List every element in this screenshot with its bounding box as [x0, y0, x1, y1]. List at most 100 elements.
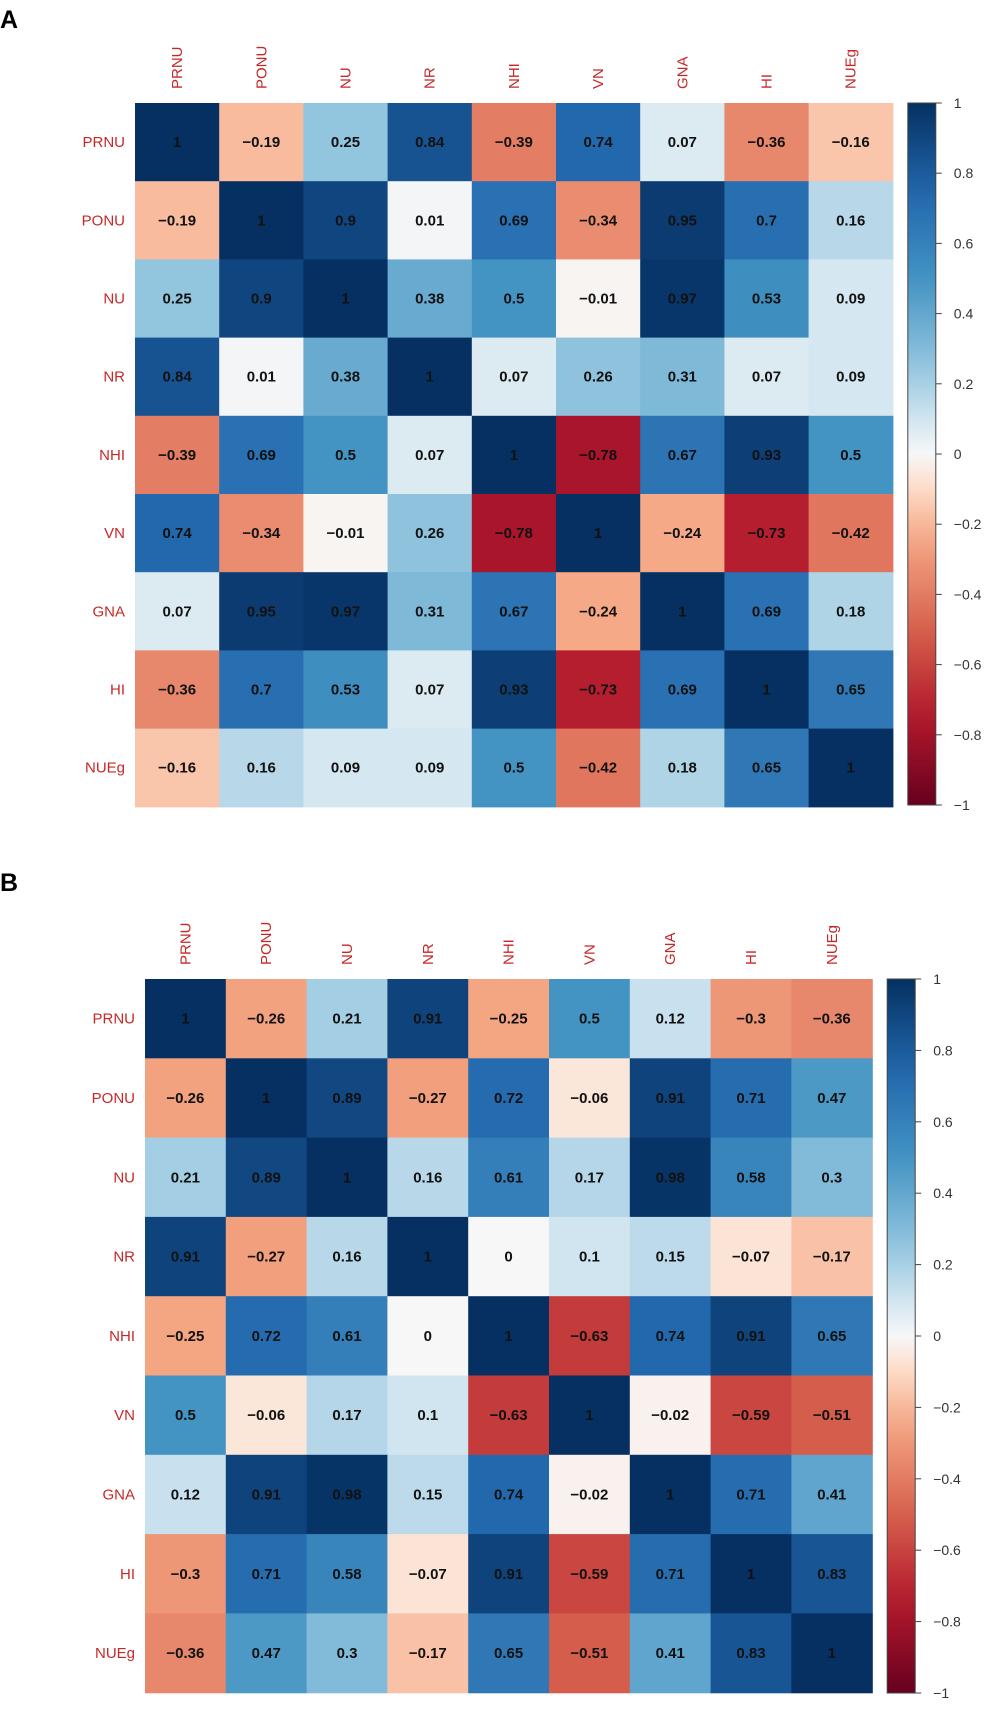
cell-value-label: −0.16 — [158, 760, 196, 777]
cell-value-label: 0.47 — [252, 1645, 281, 1662]
cell-value-label: −0.3 — [736, 1011, 766, 1028]
heatmap-cell — [791, 1454, 873, 1535]
cell-value-label: 0.95 — [247, 603, 276, 620]
cell-value-label: 0.5 — [335, 447, 356, 464]
heatmap-cell — [808, 728, 894, 808]
cell-value-label: 0.98 — [656, 1169, 685, 1186]
cell-value-label: 0.41 — [656, 1645, 685, 1662]
cell-value-label: −0.01 — [327, 525, 365, 542]
heatmap-cell — [640, 337, 725, 417]
cell-value-label: 0.09 — [836, 291, 865, 308]
cell-value-label: 0.69 — [499, 212, 528, 229]
heatmap-cell — [791, 1058, 873, 1139]
heatmap-cell — [471, 181, 557, 260]
heatmap-cell — [791, 1375, 873, 1456]
colorbar-tick-label: −1 — [933, 1685, 949, 1701]
cell-value-label: 0.65 — [817, 1328, 846, 1345]
heatmap-cell — [710, 1216, 792, 1297]
row-label: GNA — [102, 1486, 135, 1503]
heatmap-cell — [629, 1137, 712, 1218]
cell-value-label: 0.18 — [836, 603, 865, 620]
heatmap-cell — [468, 1137, 550, 1218]
colorbar-tick-label: −1 — [954, 797, 970, 813]
heatmap-cell — [219, 103, 304, 182]
heatmap-cell — [640, 103, 725, 182]
row-label: VN — [104, 525, 125, 542]
heatmap-cell — [387, 1216, 469, 1297]
cell-value-label: 0.58 — [332, 1566, 361, 1583]
heatmap-cell — [791, 979, 873, 1059]
colorbar-tick-label: 0.4 — [954, 306, 974, 322]
heatmap-cell — [387, 1454, 469, 1535]
heatmap-cell — [225, 1534, 308, 1614]
heatmap-cell — [629, 1296, 712, 1377]
heatmap-cell — [387, 337, 473, 417]
heatmap-cell — [387, 181, 473, 260]
colorbar-tick-label: −0.4 — [933, 1471, 961, 1487]
cell-value-label: 1 — [762, 682, 770, 699]
panel-a-label: A — [0, 6, 19, 34]
cell-value-label: 0.47 — [817, 1090, 846, 1107]
heatmap-cell — [791, 1613, 873, 1694]
heatmap-cell — [303, 572, 389, 651]
colorbar-tick-label: 0.6 — [933, 1114, 953, 1130]
heatmap-cell — [549, 1375, 631, 1456]
cell-value-label: −0.73 — [579, 682, 617, 699]
colorbar-tick-label: 0 — [933, 1328, 941, 1344]
cell-value-label: 0.5 — [175, 1407, 196, 1424]
heatmap-cell — [808, 337, 894, 417]
colorbar-tick-label: −0.8 — [954, 727, 982, 743]
cell-value-label: −0.02 — [651, 1407, 689, 1424]
heatmap-cell — [556, 259, 641, 339]
cell-value-label: 1 — [262, 1090, 270, 1107]
heatmap-cell — [303, 415, 389, 495]
colorbar-tick-label: 0.8 — [933, 1042, 953, 1058]
cell-value-label: −0.63 — [570, 1328, 608, 1345]
cell-value-label: 0.12 — [656, 1011, 685, 1028]
heatmap-cell — [471, 650, 557, 730]
heatmap-cell — [710, 979, 792, 1059]
cell-value-label: 0.93 — [752, 447, 781, 464]
heatmap-cell — [135, 103, 220, 182]
cell-value-label: 0.5 — [840, 447, 861, 464]
heatmap-cell — [556, 415, 641, 495]
cell-value-label: 0 — [424, 1328, 432, 1345]
heatmap-cell — [640, 572, 725, 651]
heatmap-cell — [219, 415, 304, 495]
heatmap-cell — [387, 494, 473, 573]
heatmap-cell — [145, 1534, 227, 1614]
heatmap-cell — [710, 1137, 792, 1218]
cell-value-label: −0.34 — [579, 212, 618, 229]
column-label: GNA — [662, 932, 679, 965]
heatmap-cell — [640, 728, 725, 808]
row-label: PRNU — [82, 134, 125, 151]
colorbar-tick-label: 1 — [954, 95, 962, 111]
cell-value-label: 0.65 — [836, 682, 865, 699]
cell-value-label: 0.7 — [756, 212, 777, 229]
heatmap-cell — [387, 1534, 469, 1614]
colorbar-tick-label: −0.2 — [933, 1399, 961, 1415]
heatmap-cell — [387, 650, 473, 730]
heatmap-cell — [724, 494, 810, 573]
heatmap-cell — [306, 1613, 388, 1694]
cell-value-label: 0.15 — [656, 1249, 685, 1266]
heatmap-cell — [219, 728, 304, 808]
colorbar-tick-label: 0.2 — [954, 376, 974, 392]
heatmap-cell — [468, 1375, 550, 1456]
heatmap-cell — [219, 572, 304, 651]
cell-value-label: 0.65 — [494, 1645, 523, 1662]
cell-value-label: 0.97 — [331, 603, 360, 620]
heatmap-cell — [471, 728, 557, 808]
heatmap-cell — [468, 1058, 550, 1139]
column-label: GNA — [674, 56, 691, 89]
cell-value-label: −0.17 — [813, 1249, 851, 1266]
heatmap-cell — [629, 1058, 712, 1139]
heatmap-cell — [135, 259, 220, 339]
cell-value-label: 0.15 — [413, 1486, 442, 1503]
cell-value-label: −0.16 — [832, 134, 870, 151]
cell-value-label: 0.3 — [821, 1169, 842, 1186]
heatmap-cell — [135, 728, 220, 808]
row-label: VN — [114, 1407, 135, 1424]
heatmap-cell — [808, 103, 894, 182]
cell-value-label: 0.07 — [415, 682, 444, 699]
